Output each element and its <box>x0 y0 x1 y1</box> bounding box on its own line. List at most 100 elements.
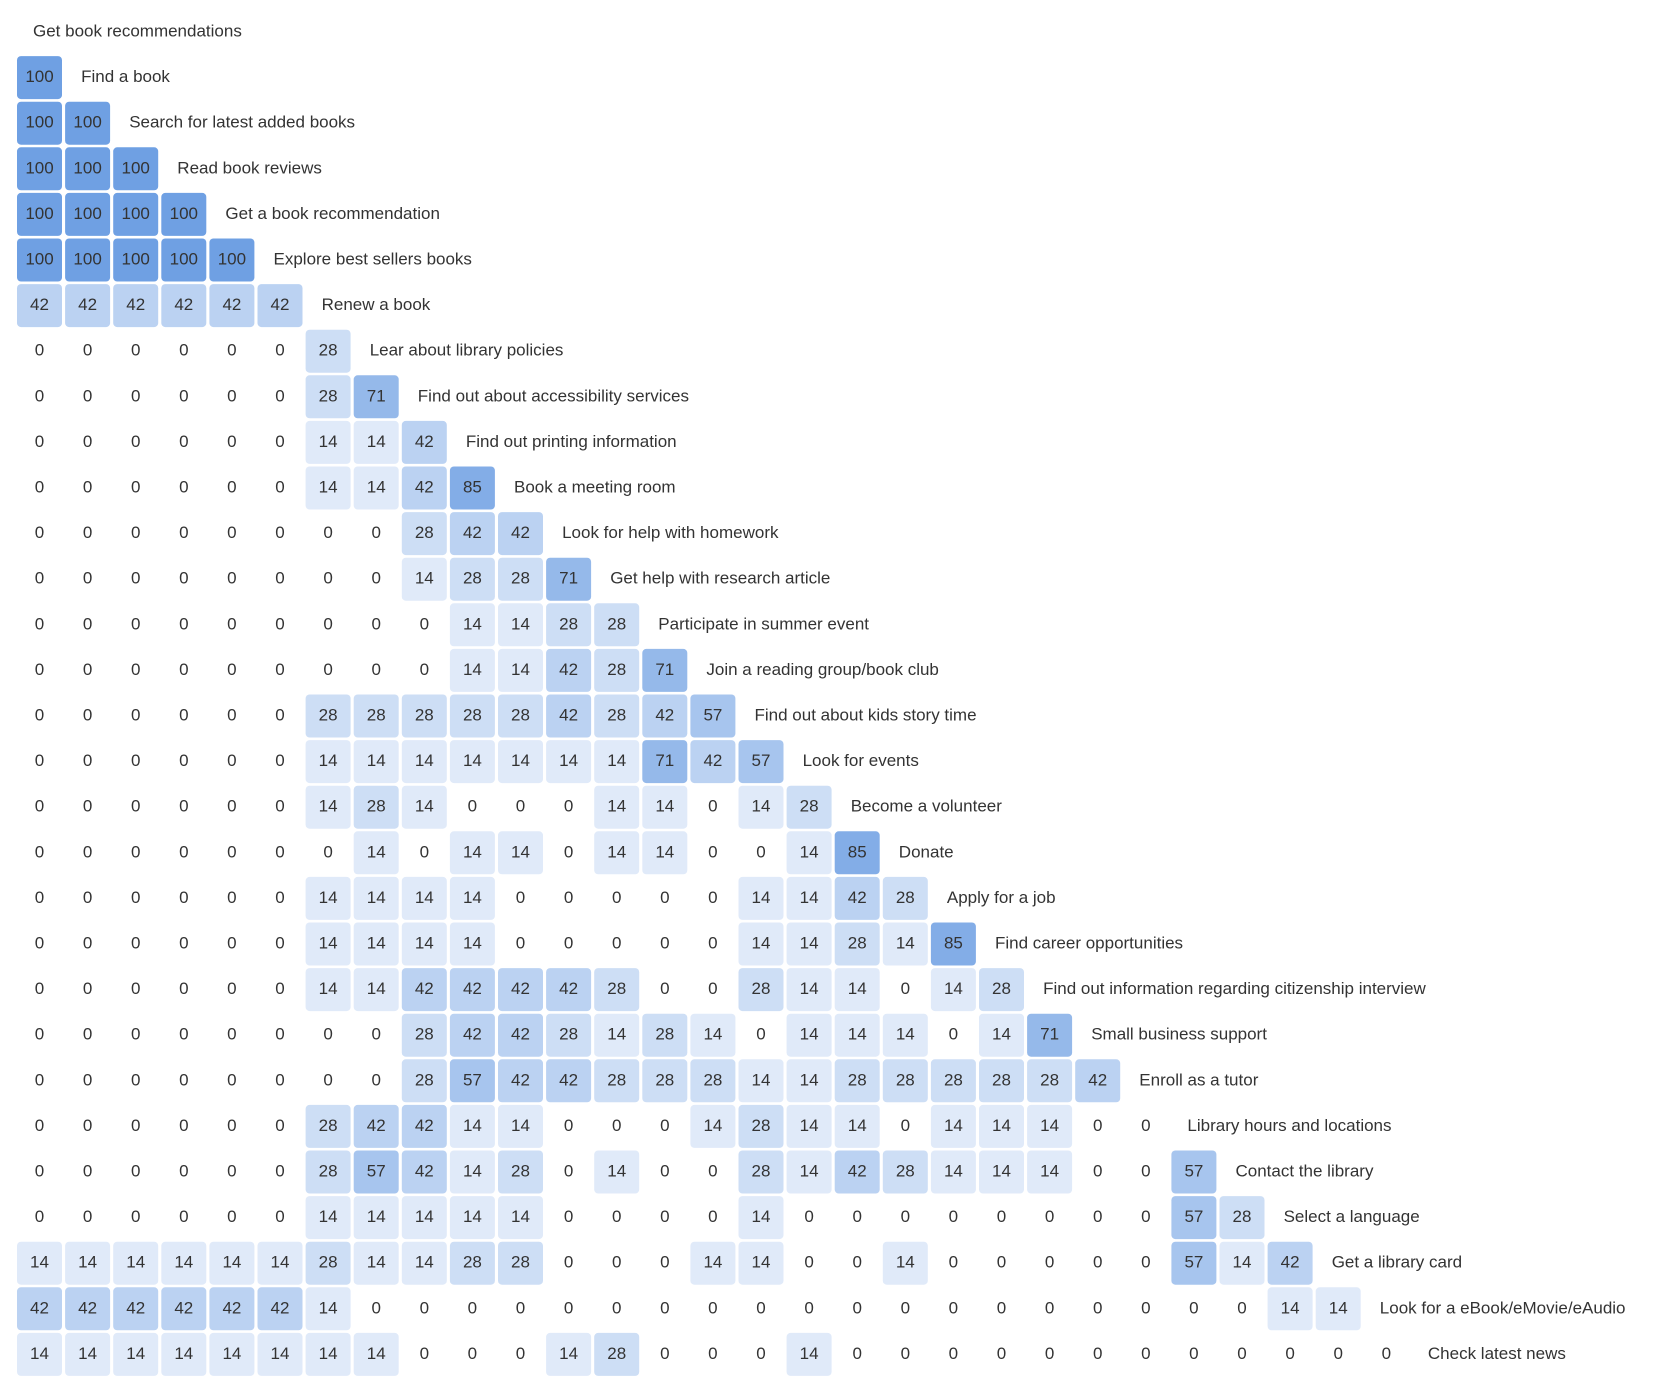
cell-value: 0 <box>83 1070 92 1089</box>
cell <box>834 922 880 966</box>
cell-value: 14 <box>319 797 338 816</box>
cell-value: 0 <box>131 386 140 405</box>
cell-value: 14 <box>752 1207 771 1226</box>
cell-value: 100 <box>122 158 150 177</box>
cell <box>449 694 495 738</box>
cell <box>738 1059 784 1103</box>
cell-value: 14 <box>271 1344 290 1363</box>
cell-value: 14 <box>992 1025 1011 1044</box>
cell <box>546 740 592 784</box>
cell-value: 14 <box>463 1116 482 1135</box>
cell-value: 14 <box>703 1025 722 1044</box>
cell-value: 0 <box>179 933 188 952</box>
cell <box>449 648 495 692</box>
cell-value: 0 <box>949 1207 958 1226</box>
cell-value: 0 <box>227 477 236 496</box>
row-label: Enroll as a tutor <box>1139 1070 1258 1089</box>
cell <box>113 1332 159 1376</box>
row-label: Look for help with homework <box>562 523 779 542</box>
cell-value: 0 <box>708 1298 717 1317</box>
cell-value: 0 <box>35 614 44 633</box>
cell <box>834 831 880 875</box>
cell-value: 0 <box>131 933 140 952</box>
cell-value: 0 <box>371 660 380 679</box>
cell-value: 57 <box>367 1161 386 1180</box>
cell <box>113 192 159 236</box>
row-label: Find out about accessibility services <box>418 386 689 405</box>
cell-value: 42 <box>78 1298 97 1317</box>
cell-value: 0 <box>323 660 332 679</box>
cell <box>834 968 880 1012</box>
cell <box>401 968 447 1012</box>
cell-value: 0 <box>131 1025 140 1044</box>
cell <box>546 1013 592 1057</box>
cell <box>594 831 640 875</box>
cell-value: 28 <box>319 341 338 360</box>
cell-value: 14 <box>463 933 482 952</box>
cell-value: 14 <box>896 933 915 952</box>
cell-value: 14 <box>415 933 434 952</box>
cell-value: 0 <box>35 523 44 542</box>
cell-value: 0 <box>227 432 236 451</box>
cell <box>690 1013 736 1057</box>
cell-value: 28 <box>1233 1207 1252 1226</box>
cell-value: 0 <box>323 1070 332 1089</box>
cell <box>401 785 447 829</box>
cell-value: 0 <box>468 1344 477 1363</box>
cell-value: 0 <box>708 1161 717 1180</box>
cell-value: 14 <box>752 888 771 907</box>
cell-value: 42 <box>30 295 49 314</box>
cell <box>449 1013 495 1057</box>
cell-value: 42 <box>511 1070 530 1089</box>
cell-value: 0 <box>804 1207 813 1226</box>
cell <box>834 1059 880 1103</box>
row-label: Find career opportunities <box>995 933 1183 952</box>
cell-value: 42 <box>174 1298 193 1317</box>
cell-value: 0 <box>227 797 236 816</box>
cell-value: 0 <box>35 797 44 816</box>
cell <box>930 968 976 1012</box>
cell-value: 0 <box>35 1025 44 1044</box>
cell-value: 0 <box>131 614 140 633</box>
cell-value: 28 <box>703 1070 722 1089</box>
row-label: Donate <box>899 842 954 861</box>
cell <box>353 420 399 464</box>
cell <box>594 1013 640 1057</box>
cell <box>594 1059 640 1103</box>
cell-value: 28 <box>848 1070 867 1089</box>
cell-value: 14 <box>415 1253 434 1272</box>
cell-value: 0 <box>708 1207 717 1226</box>
cell-value: 100 <box>170 249 198 268</box>
cell <box>161 1287 207 1331</box>
cell-value: 28 <box>655 1025 674 1044</box>
cell <box>594 968 640 1012</box>
cell <box>209 1332 255 1376</box>
cell-value: 0 <box>227 751 236 770</box>
cell <box>690 694 736 738</box>
cell-value: 0 <box>227 660 236 679</box>
cell <box>65 1332 111 1376</box>
cell-value: 0 <box>35 432 44 451</box>
cell-value: 0 <box>804 1298 813 1317</box>
cell-value: 0 <box>179 979 188 998</box>
cell-value: 14 <box>319 432 338 451</box>
cell <box>1219 1196 1265 1240</box>
cell <box>786 1332 832 1376</box>
row-label: Find a book <box>81 67 170 86</box>
cell-value: 100 <box>25 249 53 268</box>
cell <box>930 1104 976 1148</box>
cell-value: 0 <box>275 705 284 724</box>
cell <box>882 1059 928 1103</box>
cell-value: 0 <box>1382 1344 1391 1363</box>
cell-value: 0 <box>83 842 92 861</box>
cell-value: 0 <box>323 569 332 588</box>
cell-value: 14 <box>1233 1253 1252 1272</box>
cell-value: 0 <box>275 1025 284 1044</box>
cell-value: 28 <box>463 569 482 588</box>
cell <box>979 1104 1024 1148</box>
cell-value: 0 <box>1045 1207 1054 1226</box>
cell-value: 0 <box>564 1207 573 1226</box>
cell <box>161 1332 207 1376</box>
cell <box>113 147 159 191</box>
cell <box>738 740 784 784</box>
